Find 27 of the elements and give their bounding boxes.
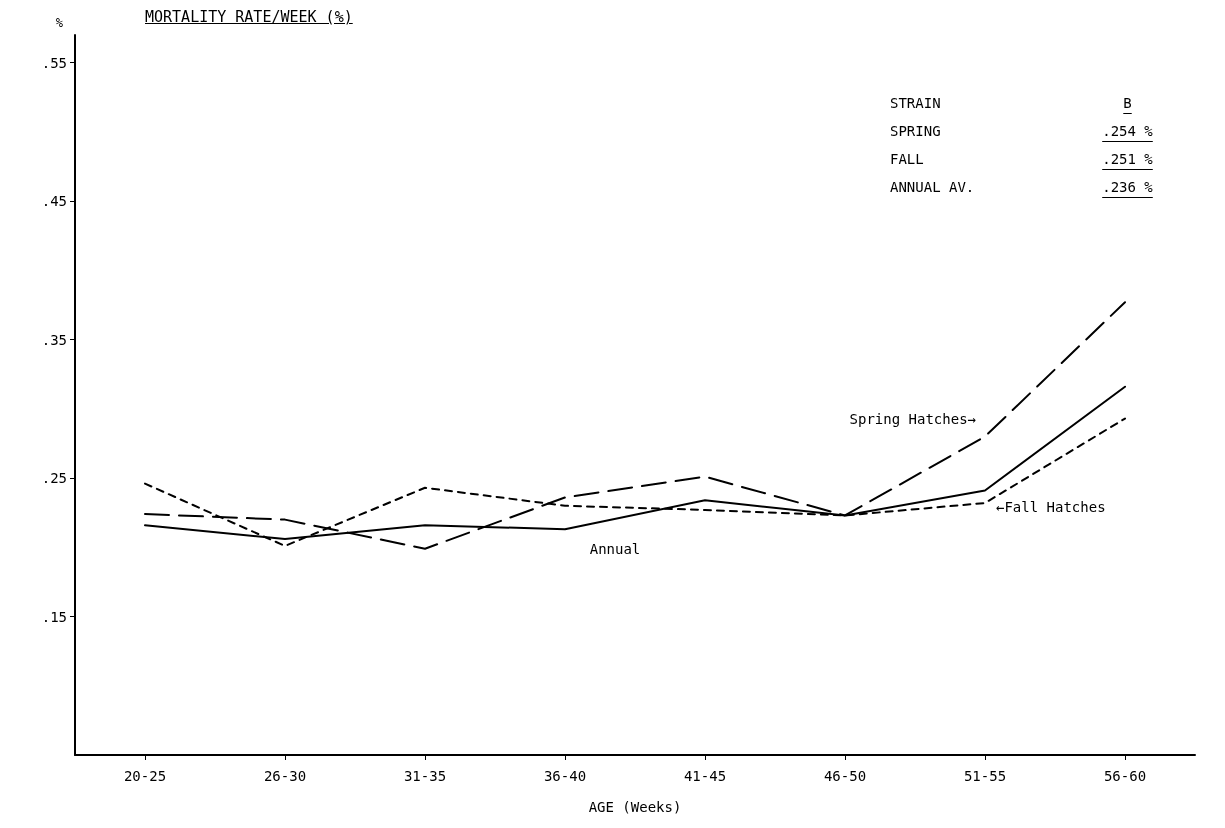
series-label: Annual bbox=[589, 541, 641, 558]
x-axis-title: AGE (Weeks) bbox=[588, 799, 682, 815]
x-tick-label: 36-40 bbox=[543, 768, 587, 784]
annotation: STRAIN bbox=[890, 95, 942, 111]
y-tick-label: .25 bbox=[41, 470, 67, 487]
annotation: SPRING bbox=[890, 123, 942, 139]
x-tick-label: 51-55 bbox=[963, 768, 1007, 784]
y-tick-label: .15 bbox=[41, 608, 67, 625]
x-tick-label: 31-35 bbox=[403, 768, 447, 784]
series-label: Spring Hatches→ bbox=[849, 410, 976, 427]
annotation: .236 % bbox=[1101, 179, 1154, 195]
y-tick-label: .35 bbox=[41, 331, 67, 348]
x-tick-label: 46-50 bbox=[823, 768, 867, 784]
x-tick-label: 41-45 bbox=[683, 768, 727, 784]
annotation: FALL bbox=[890, 151, 925, 167]
annotation: B bbox=[1122, 95, 1133, 111]
x-tick-label: 20-25 bbox=[123, 768, 167, 784]
y-tick-label: .45 bbox=[41, 193, 67, 210]
annotation: ANNUAL AV. bbox=[890, 179, 976, 195]
x-tick-label: 56-60 bbox=[1103, 768, 1147, 784]
series-label: ←Fall Hatches bbox=[996, 499, 1106, 515]
annotation: .251 % bbox=[1101, 151, 1154, 167]
chart-title: MORTALITY RATE/WEEK (%) bbox=[145, 8, 353, 26]
y-tick-label: .55 bbox=[41, 54, 67, 71]
annotation: .254 % bbox=[1101, 123, 1154, 139]
y-axis-title: % bbox=[55, 16, 64, 30]
x-tick-label: 26-30 bbox=[263, 768, 307, 784]
